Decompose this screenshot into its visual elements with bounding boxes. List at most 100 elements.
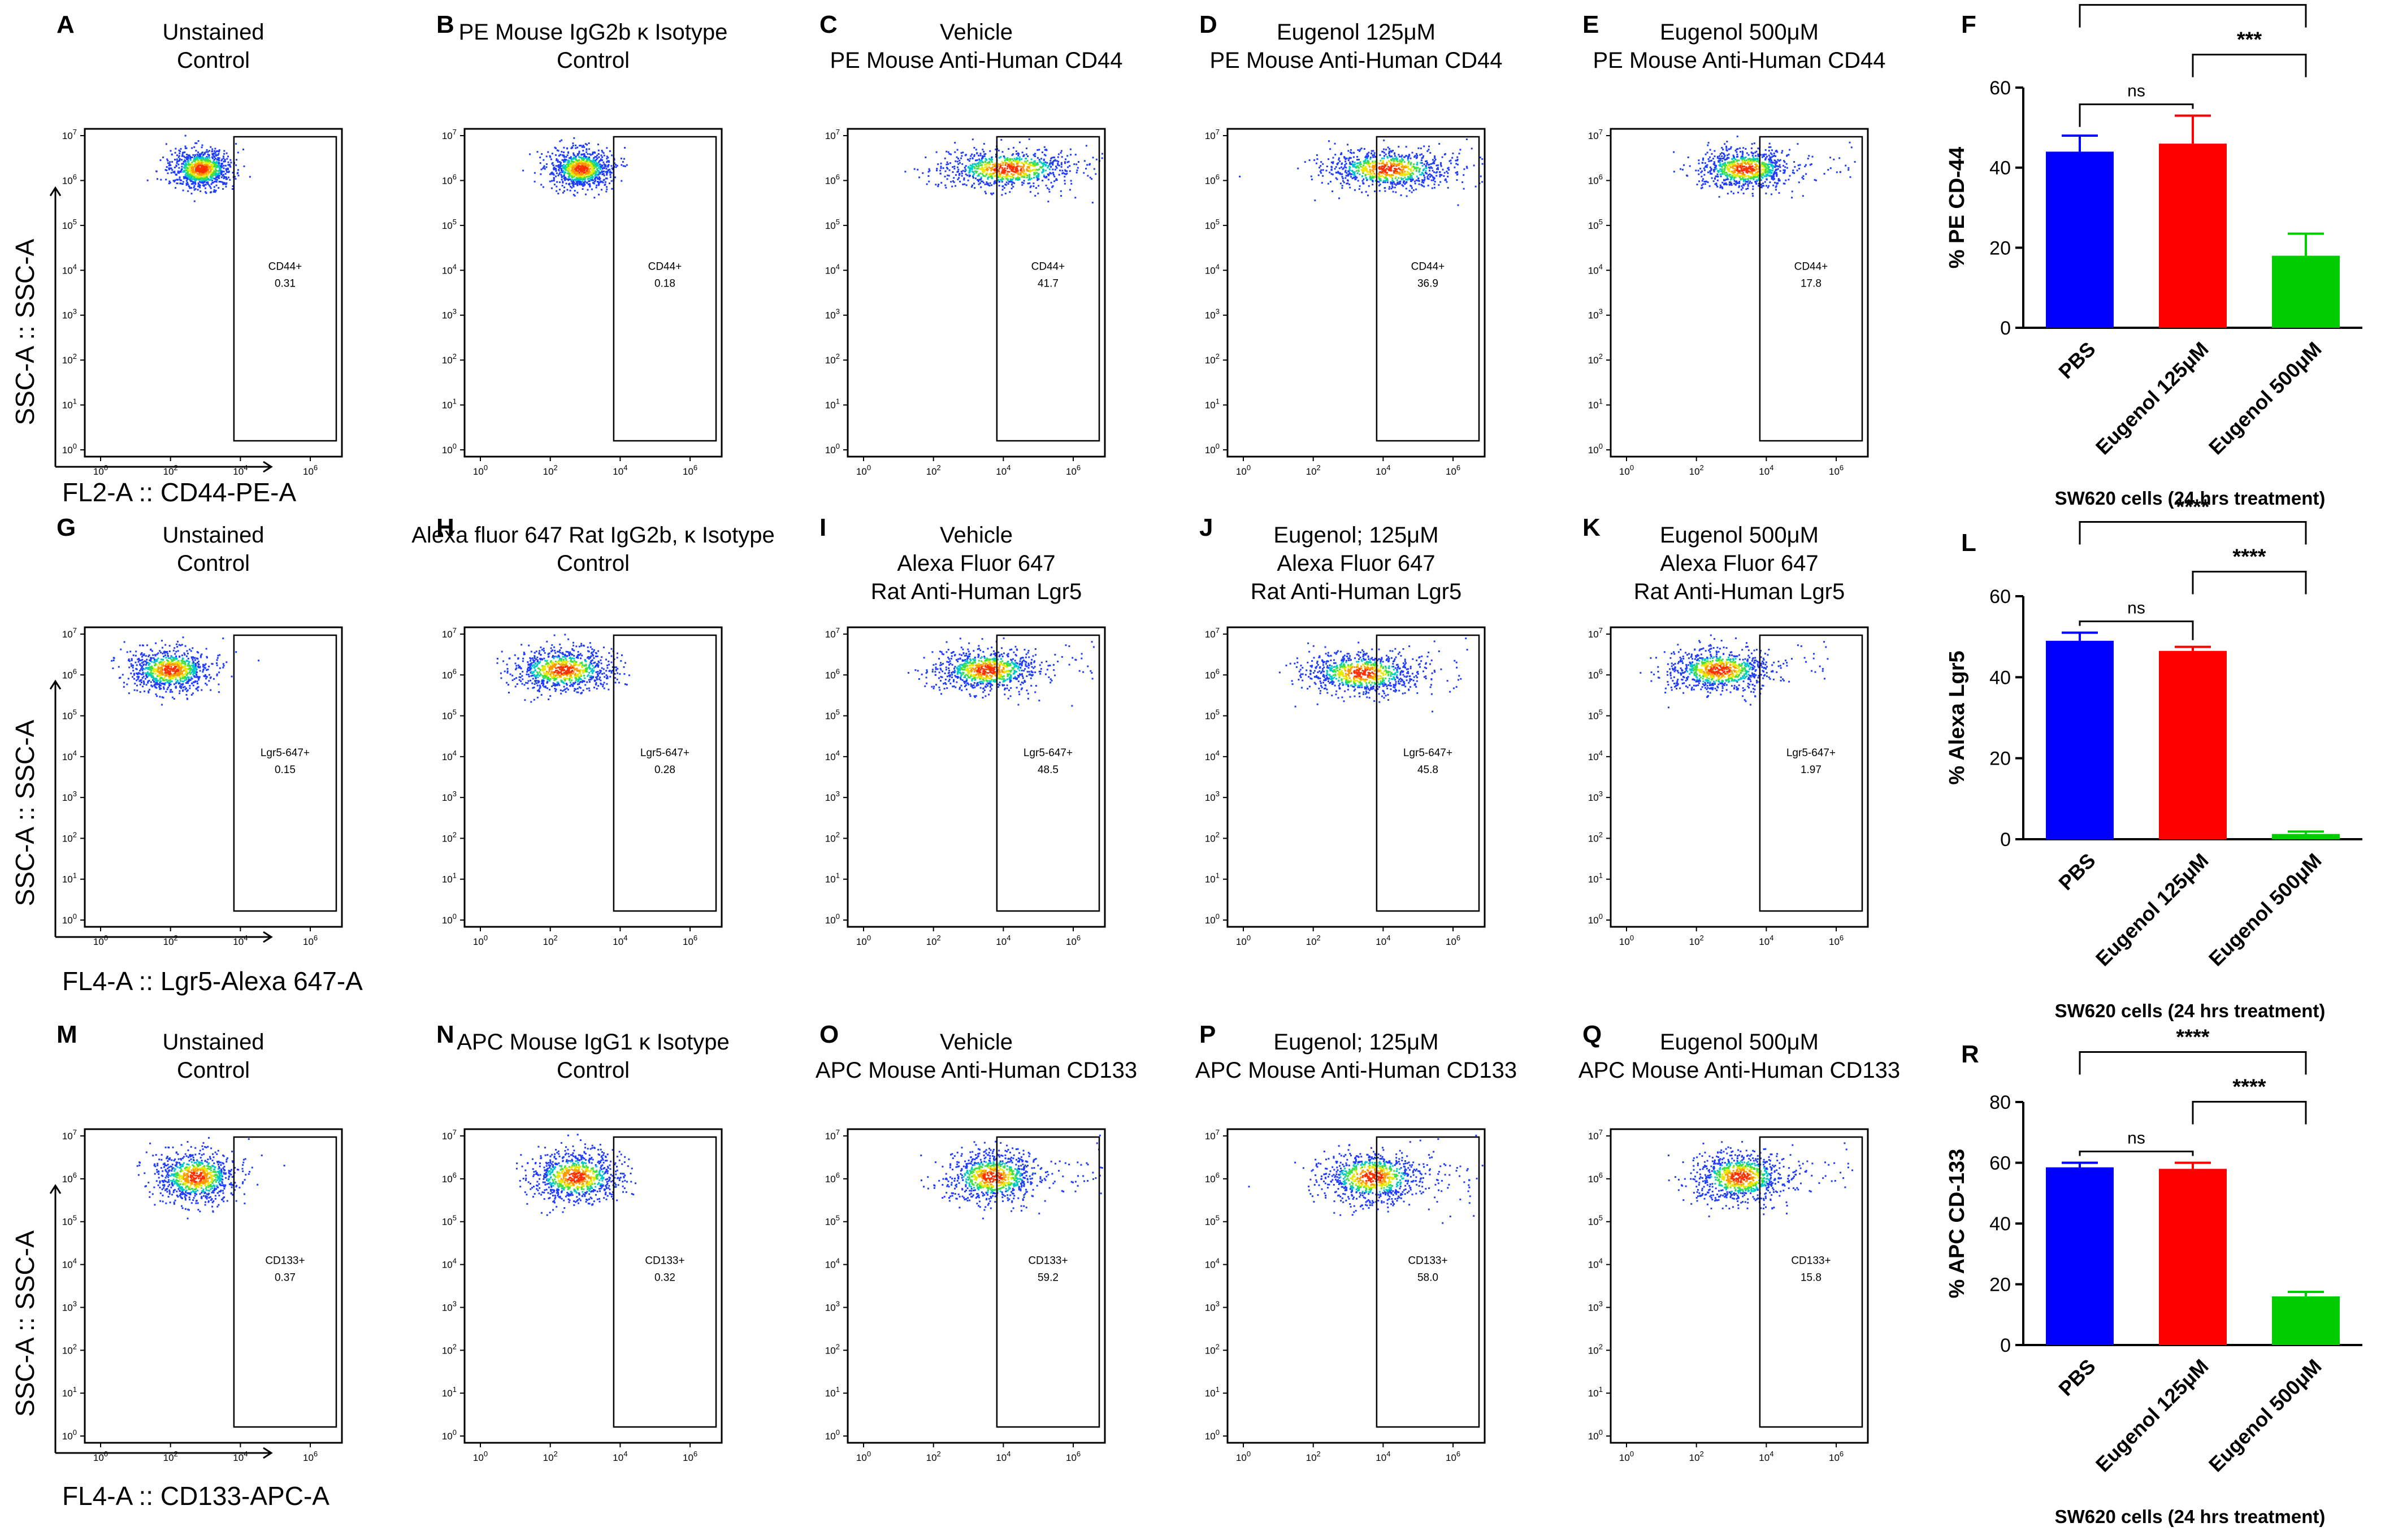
event-dot xyxy=(1398,173,1400,175)
x-tick-exponent: 6 xyxy=(1840,463,1844,472)
event-dot xyxy=(1035,176,1038,178)
event-dot xyxy=(1740,169,1742,171)
event-dot xyxy=(1747,154,1750,156)
event-dot xyxy=(543,159,545,161)
event-dot xyxy=(1011,176,1013,178)
event-dot xyxy=(1773,152,1775,154)
event-dot xyxy=(1710,160,1712,162)
event-dot xyxy=(591,162,593,164)
y-tick-exponent: 5 xyxy=(73,708,77,717)
event-dot xyxy=(1771,156,1773,158)
event-dot xyxy=(987,168,989,171)
event-dot xyxy=(1033,172,1035,174)
event-dot xyxy=(227,161,229,163)
event-dot xyxy=(201,162,203,164)
event-dot xyxy=(198,181,201,183)
event-dot xyxy=(552,162,554,164)
event-dot xyxy=(175,165,177,167)
event-dot xyxy=(1770,170,1772,172)
event-dot xyxy=(168,183,170,185)
event-dot xyxy=(216,162,219,164)
event-dot xyxy=(176,179,178,181)
event-dot xyxy=(1764,181,1766,183)
event-dot xyxy=(203,184,205,186)
event-dot xyxy=(1029,163,1031,166)
event-dot xyxy=(213,170,215,172)
event-dot xyxy=(969,175,972,177)
event-dot xyxy=(1704,183,1706,185)
event-dot xyxy=(1011,167,1013,169)
event-dot xyxy=(575,147,577,149)
event-dot xyxy=(1010,188,1013,189)
event-dot xyxy=(236,159,237,161)
event-dot xyxy=(1768,171,1770,173)
event-dot xyxy=(1421,164,1424,167)
event-dot xyxy=(576,162,578,163)
event-dot xyxy=(1368,171,1371,173)
event-dot xyxy=(198,166,200,168)
event-dot xyxy=(220,168,222,170)
event-dot xyxy=(1308,159,1311,161)
event-dot xyxy=(1767,175,1769,177)
event-dot xyxy=(1091,202,1094,203)
event-dot xyxy=(950,153,952,155)
event-dot xyxy=(561,176,563,179)
event-dot xyxy=(1064,180,1066,182)
event-dot xyxy=(1779,164,1781,166)
event-dot xyxy=(1061,172,1064,175)
event-dot xyxy=(1335,166,1337,168)
event-dot xyxy=(1753,168,1755,171)
event-dot xyxy=(1715,175,1718,177)
x-tick-label: 106 xyxy=(683,463,697,477)
event-dot xyxy=(212,177,214,179)
event-dot xyxy=(1001,178,1003,180)
event-dot xyxy=(162,157,164,158)
event-dot xyxy=(139,691,141,693)
event-dot xyxy=(1399,171,1400,173)
event-dot xyxy=(192,181,194,183)
event-dot xyxy=(218,671,220,674)
event-dot xyxy=(593,170,595,172)
event-dot xyxy=(152,673,154,675)
event-dot xyxy=(188,170,190,172)
event-dot xyxy=(1784,161,1786,163)
event-dot xyxy=(562,181,564,184)
scatter-points xyxy=(1673,135,1856,199)
event-dot xyxy=(1774,181,1776,184)
event-dot xyxy=(180,683,183,686)
event-dot xyxy=(1776,182,1778,184)
event-dot xyxy=(1358,188,1360,190)
event-dot xyxy=(1026,176,1028,179)
x-tick-label: 100 xyxy=(473,463,488,477)
event-dot xyxy=(1022,167,1024,169)
event-dot xyxy=(1698,180,1700,183)
event-dot xyxy=(917,168,919,171)
event-dot xyxy=(1411,177,1413,179)
event-dot xyxy=(1442,168,1444,171)
event-dot xyxy=(1408,172,1411,174)
event-dot xyxy=(1768,158,1770,160)
event-dot xyxy=(597,153,600,155)
event-dot xyxy=(957,158,959,160)
event-dot xyxy=(1075,171,1078,173)
event-dot xyxy=(1747,181,1749,183)
event-dot xyxy=(1033,185,1035,187)
event-dot xyxy=(956,171,959,173)
x-tick-exponent: 6 xyxy=(1077,463,1081,472)
event-dot xyxy=(198,157,200,159)
event-dot xyxy=(1726,176,1728,179)
event-dot xyxy=(571,158,574,160)
event-dot xyxy=(186,170,188,172)
event-dot xyxy=(587,189,589,191)
event-dot xyxy=(1749,163,1751,166)
event-dot xyxy=(128,666,131,669)
event-dot xyxy=(184,151,186,153)
event-dot xyxy=(1091,178,1093,180)
event-dot xyxy=(211,166,214,168)
event-dot xyxy=(592,151,594,154)
event-dot xyxy=(580,181,582,183)
event-dot xyxy=(946,167,948,169)
event-dot xyxy=(1372,162,1374,164)
event-dot xyxy=(592,176,594,178)
event-dot xyxy=(1004,164,1007,166)
